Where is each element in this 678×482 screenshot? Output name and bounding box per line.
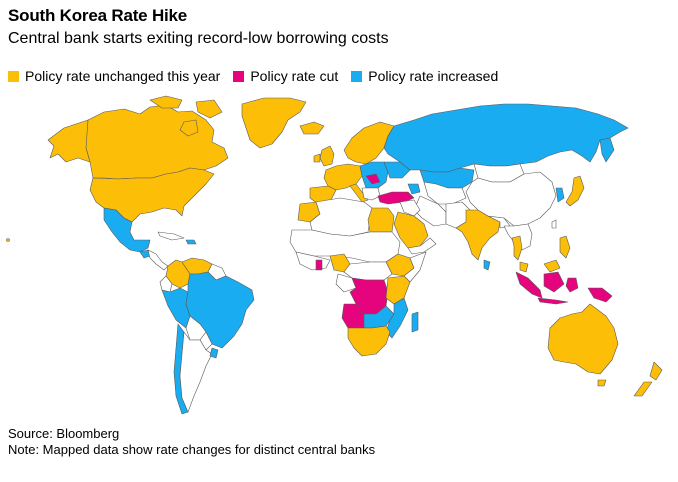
map-region-russia xyxy=(383,103,629,173)
map-region-thailand xyxy=(511,235,523,261)
map-region-papua-new-guinea xyxy=(587,287,613,303)
footnote: Note: Mapped data show rate changes for … xyxy=(8,442,376,457)
map-region-new-zealand-north xyxy=(649,361,663,381)
legend-item-unchanged: Policy rate unchanged this year xyxy=(8,68,220,84)
map-region-australia xyxy=(547,303,619,375)
map-region-ghana xyxy=(315,259,323,271)
map-region-indonesia-sulawesi xyxy=(565,277,579,293)
map-region-gabon-cameroon xyxy=(335,273,357,293)
map-region-balkans xyxy=(361,187,381,201)
map-region-caucasus xyxy=(407,183,421,195)
map-region-romania xyxy=(365,173,381,185)
map-region-indonesia-sumatra xyxy=(515,271,543,299)
map-region-malaysia xyxy=(519,261,529,273)
legend-swatch-increased xyxy=(351,70,363,82)
map-region-tasmania xyxy=(597,379,607,387)
map-region-italy xyxy=(349,183,369,203)
map-region-cuba xyxy=(157,231,185,241)
legend-swatch-unchanged xyxy=(8,70,19,82)
map-region-korea xyxy=(555,187,565,203)
map-region-greenland xyxy=(241,97,307,149)
map-region-ireland xyxy=(313,153,321,163)
map-region-mozambique xyxy=(385,297,409,339)
map-region-kenya-tanzania xyxy=(385,275,411,305)
map-region-malaysia-borneo xyxy=(543,259,561,273)
legend-swatch-cut xyxy=(233,70,245,82)
map-region-pacific-island xyxy=(6,238,10,242)
map-region-madagascar xyxy=(411,311,419,333)
map-region-north-africa xyxy=(309,197,373,237)
map-region-southern-africa xyxy=(347,325,391,357)
map-region-sri-lanka xyxy=(483,259,491,271)
map-region-alaska xyxy=(47,119,91,163)
legend-item-increased: Policy rate increased xyxy=(351,68,498,84)
legend-item-cut: Policy rate cut xyxy=(233,68,338,84)
legend-label-cut: Policy rate cut xyxy=(250,68,339,84)
map-region-united-kingdom xyxy=(319,145,335,167)
map-region-iraq-syria xyxy=(399,199,421,217)
map-region-central-america xyxy=(147,249,169,271)
world-map xyxy=(6,95,663,415)
map-region-kamchatka xyxy=(599,137,615,163)
map-region-china xyxy=(465,171,557,227)
chart-subtitle: Central bank starts exiting record-low b… xyxy=(8,30,389,47)
map-region-central-africa xyxy=(343,261,393,281)
chart-title: South Korea Rate Hike xyxy=(8,6,188,25)
map-region-brazil xyxy=(185,271,255,349)
source-note: Source: Bloomberg xyxy=(8,426,120,441)
map-region-philippines xyxy=(559,235,571,259)
map-region-hispaniola xyxy=(185,239,197,245)
map-region-mexico xyxy=(103,207,151,253)
map-region-uruguay xyxy=(209,347,219,359)
map-region-yemen-oman xyxy=(407,237,437,255)
map-region-indonesia-java xyxy=(537,297,569,305)
map-region-iceland xyxy=(299,121,325,135)
map-region-peru xyxy=(161,287,191,329)
map-region-argentina xyxy=(179,331,213,413)
legend: Policy rate unchanged this year Policy r… xyxy=(8,67,511,85)
map-region-canada-island-baffin xyxy=(195,99,223,119)
map-region-canada-island-hudson xyxy=(179,119,199,137)
map-region-central-asia xyxy=(423,181,467,205)
map-region-japan xyxy=(565,175,585,207)
map-region-new-zealand-south xyxy=(633,381,653,397)
map-region-taiwan xyxy=(551,219,557,229)
map-region-indonesia-borneo xyxy=(543,271,565,293)
legend-label-unchanged: Policy rate unchanged this year xyxy=(25,68,221,84)
legend-label-increased: Policy rate increased xyxy=(368,68,499,84)
map-region-canada-island-north xyxy=(149,95,183,109)
map-region-egypt xyxy=(367,207,395,233)
